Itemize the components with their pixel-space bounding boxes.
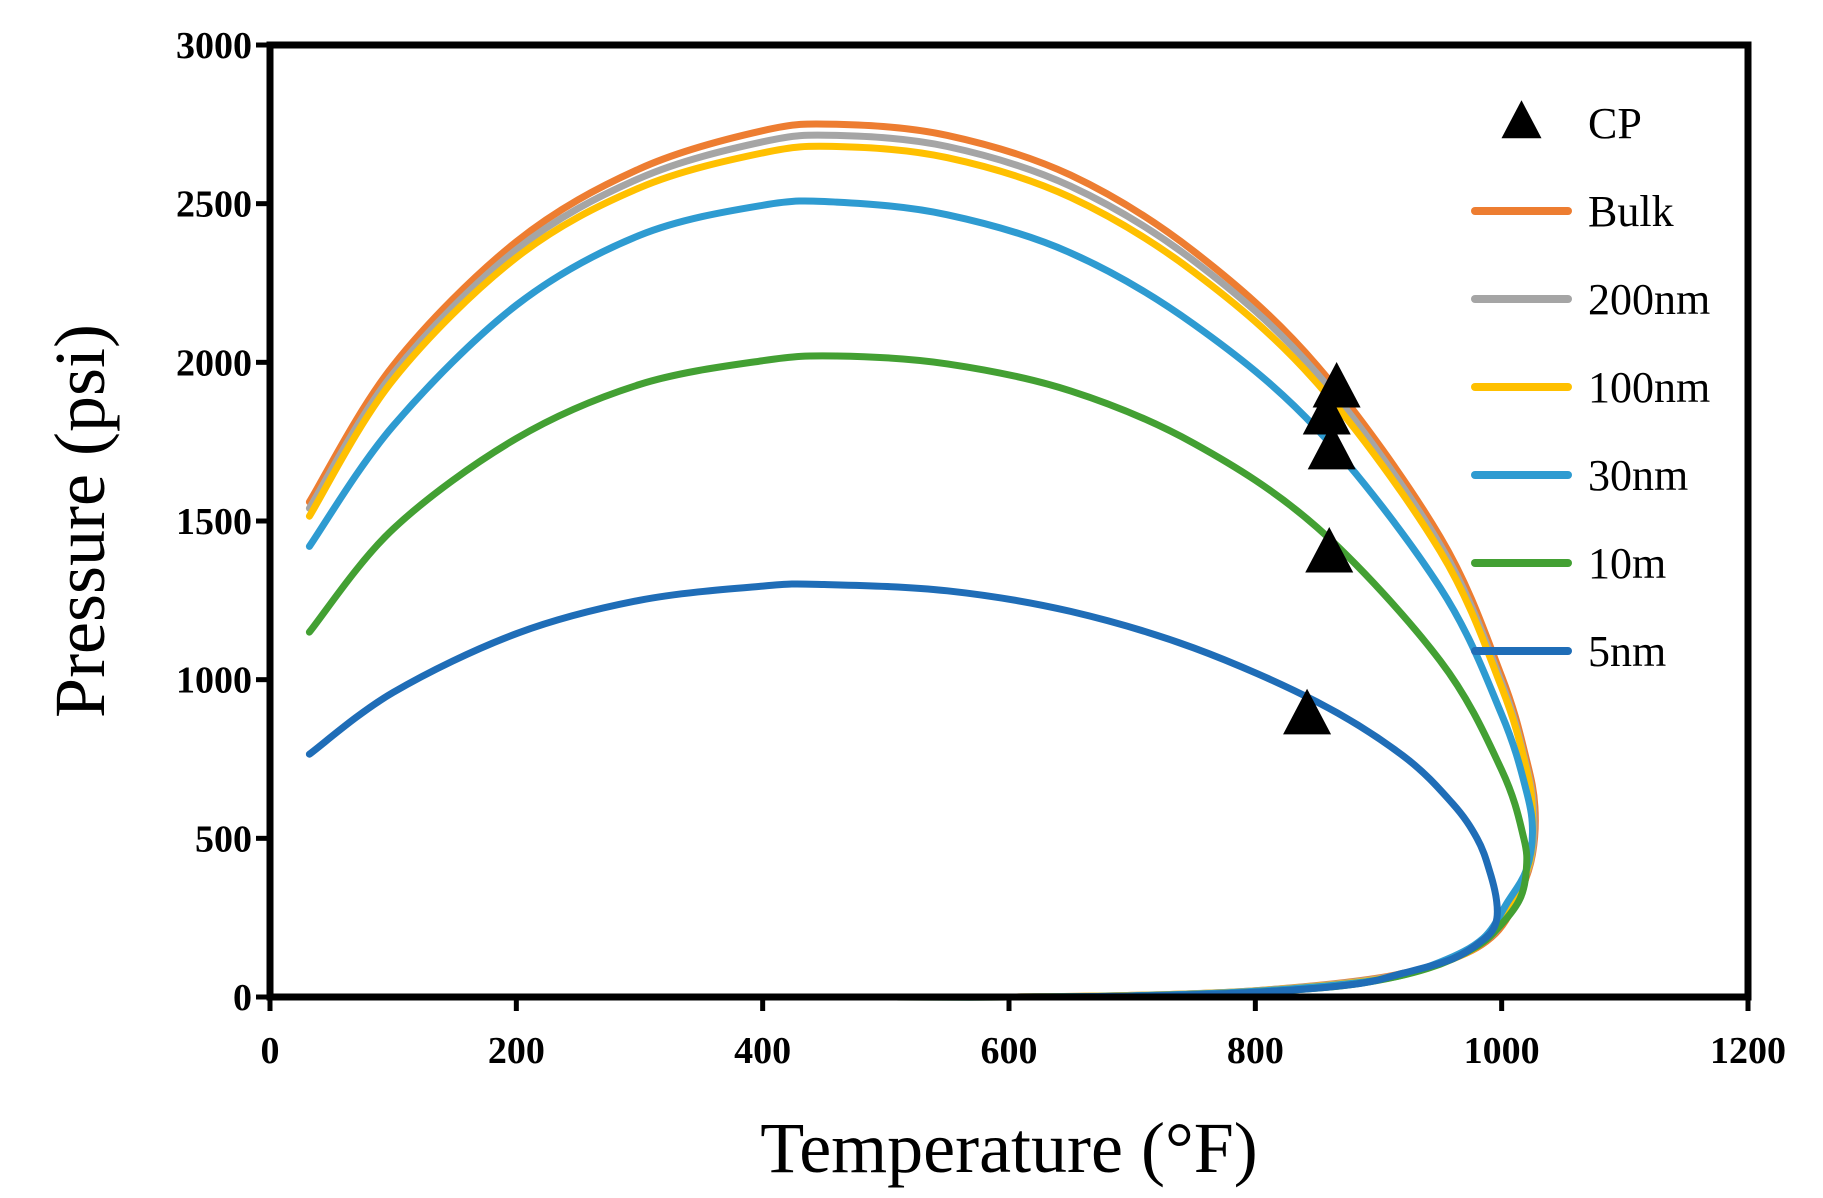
cp-marker-2 bbox=[1302, 388, 1351, 435]
x-tick-label: 0 bbox=[261, 1030, 280, 1072]
legend-label-200nm: 200nm bbox=[1588, 275, 1710, 324]
x-tick-label: 400 bbox=[734, 1030, 791, 1072]
legend-label-bulk: Bulk bbox=[1588, 187, 1674, 236]
axis-ticks: 0 200 400 600 800 1000 1200 0 500 1000 1500 2000 250… bbox=[176, 25, 1786, 1072]
legend-label-30nm: 30nm bbox=[1588, 451, 1688, 500]
x-tick-label: 1200 bbox=[1710, 1030, 1786, 1072]
y-tick-label: 1000 bbox=[176, 660, 252, 702]
legend-cp-label: CP bbox=[1588, 99, 1642, 148]
x-axis-title: Temperature (°F) bbox=[760, 1108, 1258, 1188]
series-line-5nm bbox=[305, 580, 1501, 1001]
cp-marker-4 bbox=[1305, 526, 1354, 573]
cp-marker-5 bbox=[1283, 688, 1332, 735]
x-tick-label: 1000 bbox=[1464, 1030, 1540, 1072]
y-axis-title: Pressure (psi) bbox=[40, 324, 120, 718]
y-tick-label: 500 bbox=[195, 818, 252, 860]
series-layer bbox=[305, 120, 1539, 1001]
cp-marker-3 bbox=[1307, 423, 1356, 470]
y-tick-label: 2000 bbox=[176, 342, 252, 384]
y-tick-label: 2500 bbox=[176, 184, 252, 226]
legend-label-5nm: 5nm bbox=[1588, 627, 1666, 676]
legend: CP Bulk 200nm 100nm 30nm 10m 5nm bbox=[1471, 99, 1710, 676]
y-tick-label: 1500 bbox=[176, 501, 252, 543]
legend-label-100nm: 100nm bbox=[1588, 363, 1710, 412]
x-tick-label: 200 bbox=[488, 1030, 545, 1072]
x-tick-label: 800 bbox=[1227, 1030, 1284, 1072]
legend-label-10m: 10m bbox=[1588, 539, 1666, 588]
y-tick-label: 3000 bbox=[176, 25, 252, 67]
x-tick-label: 600 bbox=[981, 1030, 1038, 1072]
series-line-30nm bbox=[305, 197, 1536, 1001]
critical-point-markers bbox=[1283, 361, 1361, 735]
y-tick-label: 0 bbox=[233, 977, 252, 1019]
legend-cp-swatch bbox=[1501, 100, 1542, 139]
